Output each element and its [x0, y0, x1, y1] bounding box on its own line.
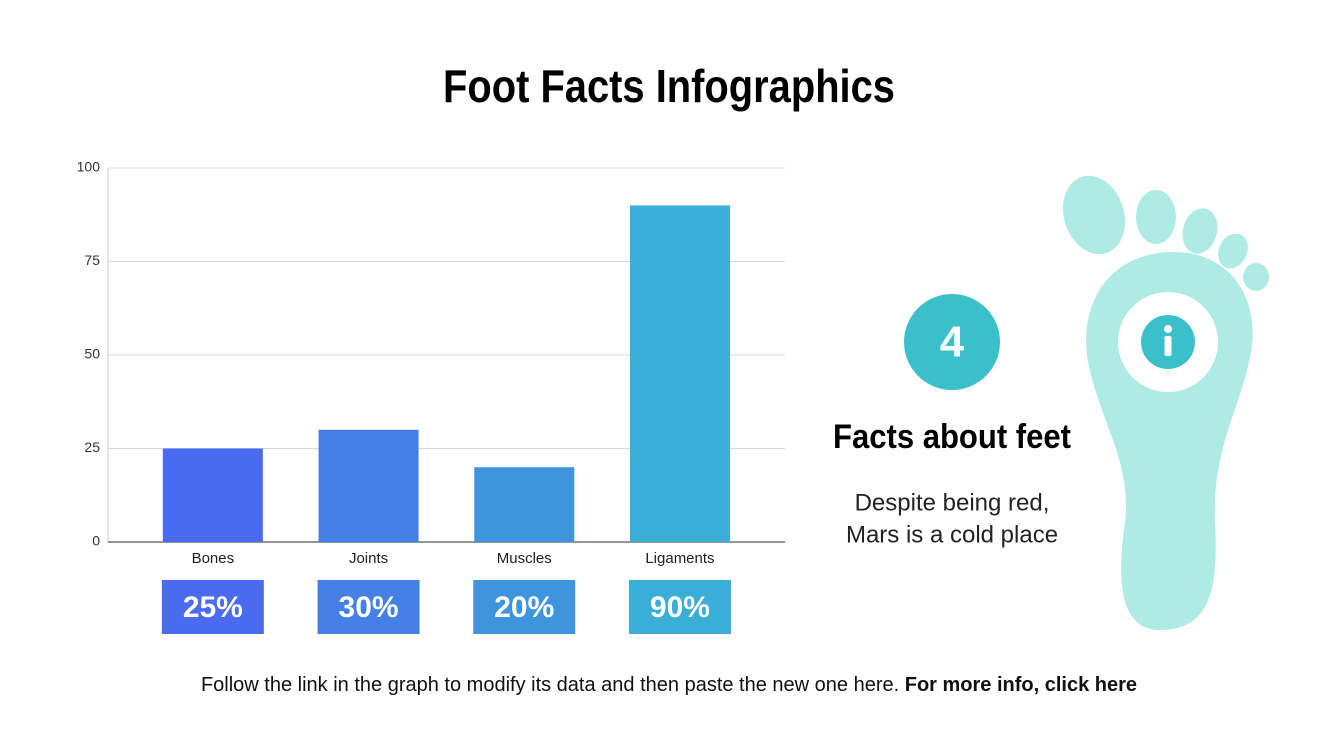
x-tick-label: Bones [192, 550, 235, 567]
bar [474, 467, 575, 542]
chart-title: Foot Facts Infographics [443, 60, 895, 112]
value-label: 20% [494, 591, 554, 624]
value-label-box [473, 580, 576, 634]
y-tick-label: 50 [84, 346, 100, 362]
x-tick-label: Muscles [497, 550, 552, 567]
value-label: 30% [339, 591, 399, 624]
panel-heading: Facts about feet [833, 418, 1071, 456]
y-tick-label: 75 [84, 252, 100, 268]
footer-link[interactable]: For more info, click here [905, 674, 1137, 696]
footer: Follow the link in the graph to modify i… [201, 674, 1137, 696]
value-label: 90% [650, 591, 710, 624]
value-label-box [161, 580, 264, 634]
foot-illustration [1062, 175, 1269, 630]
number-badge [904, 294, 1000, 390]
panel-text: Mars is a cold place [846, 521, 1058, 548]
bar [162, 448, 263, 542]
value-label-box [317, 580, 420, 634]
value-label-box [628, 580, 731, 634]
value-label: 25% [183, 591, 243, 624]
y-tick-label: 0 [92, 533, 100, 549]
footer-text: Follow the link in the graph to modify i… [201, 674, 905, 696]
bar [318, 429, 419, 542]
fact-number: 4 [940, 318, 965, 367]
x-tick-label: Ligaments [645, 550, 714, 567]
y-tick-label: 100 [77, 159, 101, 175]
bar-chart: 0 25 50 75 100 Bones 25% Joints 30% Muscles 20% Lig… [77, 159, 785, 634]
y-tick-label: 25 [84, 439, 100, 455]
panel-text: Despite being red, [855, 489, 1050, 516]
x-tick-label: Joints [349, 550, 388, 567]
bar [629, 205, 730, 542]
